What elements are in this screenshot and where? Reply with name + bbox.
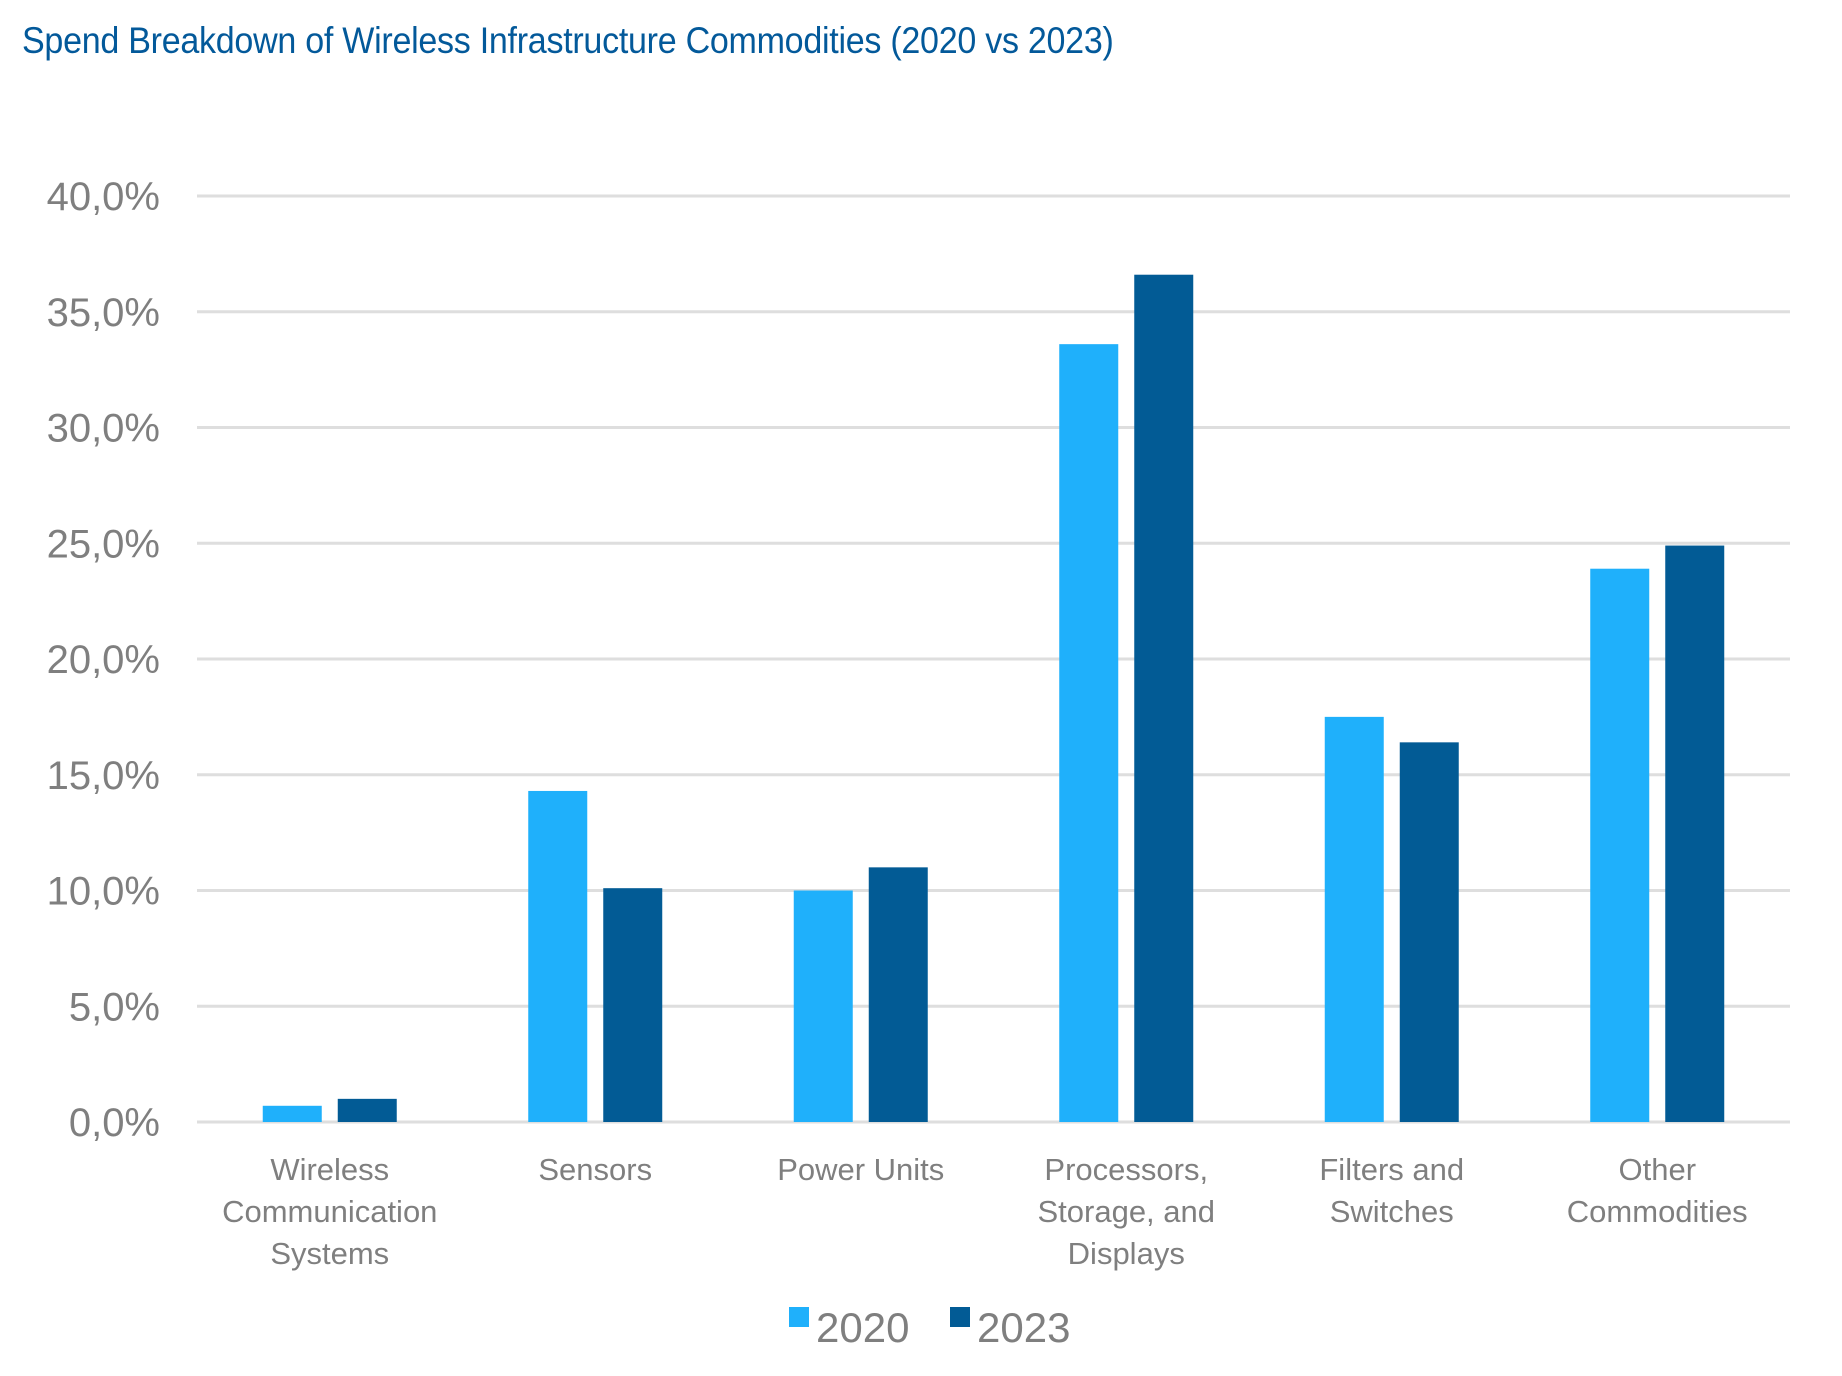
bar-2023-3[interactable] <box>1134 274 1194 1123</box>
x-tick-label: Storage, and <box>1037 1194 1215 1229</box>
bar-2020-0[interactable] <box>262 1105 322 1122</box>
legend-label-2023: 2023 <box>977 1304 1070 1351</box>
bar-2020-1[interactable] <box>528 790 588 1122</box>
y-tick-label: 0,0% <box>69 1101 160 1145</box>
legend-swatch-2023 <box>950 1307 970 1327</box>
x-tick-label: Systems <box>270 1236 389 1271</box>
y-tick-label: 15,0% <box>47 754 160 798</box>
x-tick-label: Displays <box>1068 1236 1185 1271</box>
gridlines <box>197 194 1790 1124</box>
x-tick-label: Sensors <box>538 1152 652 1187</box>
bar-2023-2[interactable] <box>868 867 928 1122</box>
chart-title: Spend Breakdown of Wireless Infrastructu… <box>22 20 1114 61</box>
bar-2023-1[interactable] <box>603 888 663 1122</box>
legend: 2020 2023 <box>789 1304 1070 1351</box>
x-tick-label: Wireless <box>270 1152 389 1187</box>
bar-2020-3[interactable] <box>1059 344 1119 1122</box>
x-tick-label: Other <box>1618 1152 1696 1187</box>
bar-2020-4[interactable] <box>1324 716 1384 1122</box>
bar-2023-4[interactable] <box>1399 742 1459 1122</box>
x-tick-label: Power Units <box>777 1152 944 1187</box>
y-tick-label: 40,0% <box>47 175 160 219</box>
x-tick-label: Processors, <box>1044 1152 1208 1187</box>
bar-2020-2[interactable] <box>793 890 853 1123</box>
legend-swatch-2020 <box>789 1307 809 1327</box>
y-tick-label: 30,0% <box>47 407 160 451</box>
y-tick-label: 35,0% <box>47 291 160 335</box>
x-tick-label: Switches <box>1330 1194 1454 1229</box>
x-axis: Wireless Communication Systems Sensors Power… <box>222 1152 1748 1271</box>
bar-2023-0[interactable] <box>337 1098 397 1122</box>
bar-2020-5[interactable] <box>1590 568 1650 1122</box>
y-tick-label: 20,0% <box>47 638 160 682</box>
legend-label-2020: 2020 <box>816 1304 909 1351</box>
y-axis: 0,0% 5,0% 10,0% 15,0% 20,0% 25,0% 30,0% 35,0% 40… <box>47 175 160 1145</box>
y-tick-label: 10,0% <box>47 870 160 914</box>
x-tick-label: Communication <box>222 1194 437 1229</box>
x-tick-label: Commodities <box>1567 1194 1748 1229</box>
y-tick-label: 5,0% <box>69 985 160 1029</box>
bar-2023-5[interactable] <box>1665 545 1725 1122</box>
bars <box>262 274 1725 1123</box>
x-tick-label: Filters and <box>1319 1152 1464 1187</box>
y-tick-label: 25,0% <box>47 522 160 566</box>
